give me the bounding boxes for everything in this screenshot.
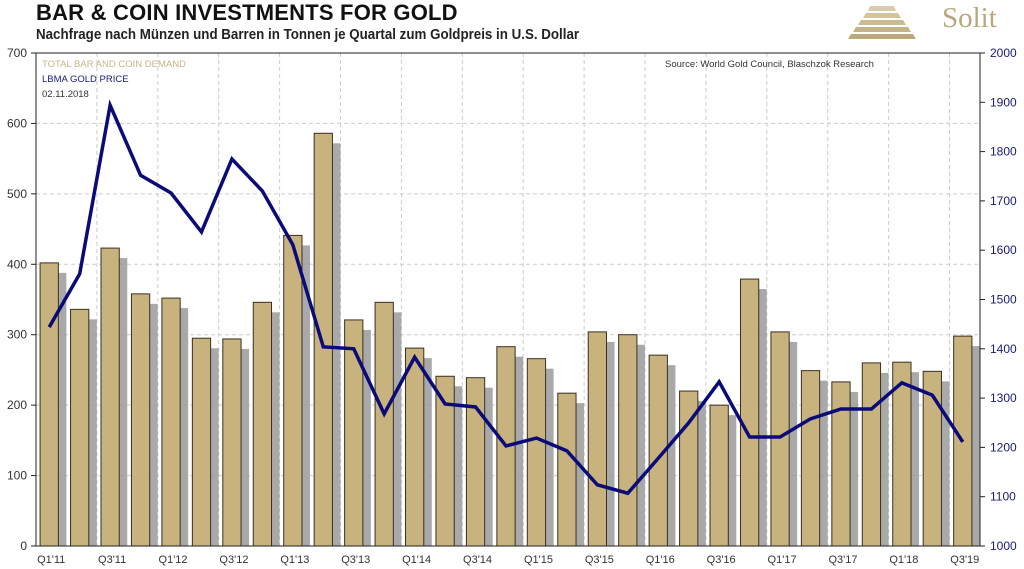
- labels: 0 100 200 300 400 500 600 700 1000 1100 1200 1300 14…: [7, 46, 1017, 566]
- logo-text: Solit: [942, 2, 997, 34]
- right-tick-label: 1800: [990, 145, 1017, 159]
- right-tick-label: 1200: [990, 440, 1017, 454]
- right-tick-label: 1100: [990, 490, 1016, 504]
- x-tick-label: Q1'18: [889, 554, 918, 566]
- bar-demand: [739, 278, 760, 547]
- bar-demand: [344, 319, 364, 547]
- x-tick-label: Q1'13: [280, 554, 309, 566]
- chart-subtitle: Nachfrage nach Münzen und Barren in Tonn…: [36, 27, 580, 43]
- left-tick-label: 600: [7, 116, 27, 130]
- bar-demand: [861, 362, 882, 547]
- legend-line-label: LBMA GOLD PRICE: [42, 74, 129, 85]
- right-tick-label: 1700: [990, 194, 1017, 208]
- x-tick-label: Q1'11: [37, 554, 65, 566]
- chart-title: BAR & COIN INVESTMENTS FOR GOLD: [36, 0, 458, 25]
- bar-demand: [557, 392, 577, 547]
- x-tick-label: Q3'14: [463, 554, 492, 566]
- x-tick-label: Q1'16: [646, 554, 675, 566]
- bar-demand: [39, 262, 59, 547]
- pyramid-icon: [848, 6, 916, 39]
- bar-demand: [709, 404, 729, 547]
- bar-demand: [800, 370, 821, 547]
- price-line-group: [47, 99, 965, 496]
- right-tick-label: 1600: [990, 243, 1017, 257]
- x-tick-label: Q3'16: [707, 554, 736, 566]
- axes: [31, 52, 985, 547]
- x-tick-label: Q1'17: [768, 554, 797, 566]
- bar-demand: [252, 301, 273, 547]
- bar-demand: [222, 338, 242, 547]
- bar-demand: [100, 247, 120, 547]
- bar-demand: [405, 347, 425, 547]
- date-label: 02.11.2018: [42, 89, 89, 100]
- x-tick-label: Q3'13: [341, 554, 370, 566]
- bar-demand: [526, 358, 547, 547]
- right-tick-label: 1000: [990, 539, 1017, 553]
- bar-demand: [191, 337, 212, 547]
- bar-demand: [161, 297, 181, 547]
- bar-demand: [313, 132, 333, 547]
- left-tick-label: 0: [20, 539, 27, 553]
- bar-demand: [770, 331, 790, 547]
- x-tick-label: Q3'15: [585, 554, 614, 566]
- bars: [39, 132, 973, 547]
- bar-demand: [587, 331, 607, 547]
- left-tick-label: 400: [7, 257, 27, 271]
- x-tick-label: Q3'17: [828, 554, 857, 566]
- left-tick-label: 700: [7, 46, 27, 60]
- x-tick-label: Q1'12: [159, 554, 188, 566]
- legend-bar-label: TOTAL BAR AND COIN DEMAND: [42, 59, 186, 70]
- bar-demand: [130, 293, 151, 547]
- source-label: Source: World Gold Council, Blaschzok Re…: [665, 59, 874, 70]
- x-tick-label: Q1'14: [402, 554, 431, 566]
- x-tick-label: Q3'12: [219, 554, 248, 566]
- right-tick-label: 1900: [990, 95, 1017, 109]
- bar-demand: [831, 381, 851, 547]
- x-tick-label: Q1'15: [524, 554, 553, 566]
- gold-price-line: [47, 99, 965, 496]
- right-tick-label: 1300: [990, 391, 1017, 405]
- x-tick-label: Q3'11: [98, 554, 126, 566]
- left-tick-label: 100: [7, 469, 27, 483]
- bar-demand: [283, 234, 303, 547]
- solit-logo: Solit: [842, 2, 1022, 42]
- bar-demand: [618, 334, 638, 547]
- left-tick-label: 200: [7, 398, 27, 412]
- left-tick-label: 300: [7, 328, 27, 342]
- left-tick-label: 500: [7, 187, 27, 201]
- x-tick-label: Q3'19: [950, 554, 979, 566]
- bar-demand: [465, 377, 486, 547]
- right-tick-label: 1500: [990, 293, 1017, 307]
- bar-demand: [70, 308, 90, 547]
- bar-demand: [374, 301, 394, 547]
- right-tick-label: 2000: [990, 46, 1017, 60]
- right-tick-label: 1400: [990, 342, 1017, 356]
